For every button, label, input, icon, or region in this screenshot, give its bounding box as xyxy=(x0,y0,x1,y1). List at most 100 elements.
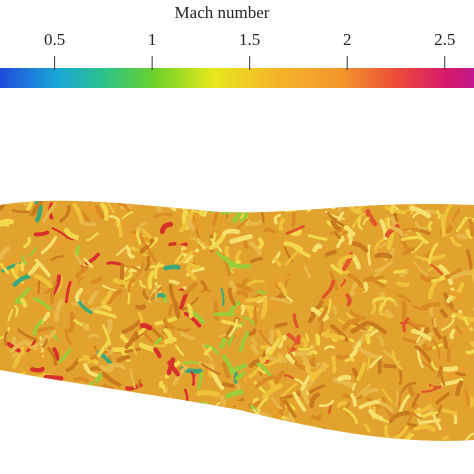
vortex-tube xyxy=(54,298,65,323)
vortex-tube xyxy=(407,319,426,328)
vortex-tube xyxy=(401,381,417,393)
vortex-tube xyxy=(144,407,158,420)
vortex-tube xyxy=(13,444,18,452)
vortex-tube xyxy=(270,402,282,420)
vortex-tube xyxy=(139,322,153,331)
vortex-tube xyxy=(117,403,133,418)
vortex-tube xyxy=(12,273,34,287)
vortex-tube xyxy=(389,225,403,234)
vortex-tube xyxy=(172,420,182,434)
vortex-tube xyxy=(388,410,411,424)
vortex-tube xyxy=(95,392,106,401)
vortex-tube xyxy=(350,393,357,407)
vortex-tube xyxy=(368,408,384,421)
vortex-tube xyxy=(168,279,187,290)
vortex-tube xyxy=(464,388,470,406)
vortex-tube xyxy=(305,332,310,342)
vortex-tube xyxy=(189,236,209,248)
vortex-tube xyxy=(416,424,436,432)
vortex-tube xyxy=(443,300,459,313)
vortex-tube xyxy=(147,418,159,426)
vortex-tube xyxy=(424,391,440,402)
vortex-tube xyxy=(3,331,9,347)
vortex-tube xyxy=(365,208,378,227)
vortex-tube xyxy=(228,318,239,338)
vortex-tube xyxy=(138,419,154,437)
vortex-tube xyxy=(329,270,339,291)
vortex-tube xyxy=(21,254,28,265)
vortex-tube xyxy=(421,253,446,262)
vortex-tube xyxy=(181,361,199,365)
vortex-tube xyxy=(277,353,288,364)
vortex-tube xyxy=(266,353,284,364)
vortex-tube xyxy=(7,433,29,441)
vortex-tube xyxy=(23,236,32,249)
vortex-tube xyxy=(219,337,227,349)
vortex-tube xyxy=(76,428,99,440)
vortex-tube xyxy=(410,325,428,331)
vortex-tube xyxy=(336,254,354,267)
vortex-tube xyxy=(350,253,362,270)
vortex-tube xyxy=(182,248,200,264)
vortex-tube xyxy=(407,403,419,423)
vortex-tube xyxy=(283,374,294,379)
vortex-tube xyxy=(42,202,57,223)
vortex-tube xyxy=(267,302,278,311)
vortex-tube xyxy=(278,218,286,231)
vortex-tube xyxy=(67,311,76,334)
vortex-tube xyxy=(221,319,243,328)
vortex-tube xyxy=(321,298,347,305)
vortex-tube xyxy=(35,325,55,333)
vortex-tube xyxy=(80,200,92,203)
vortex-tube xyxy=(139,238,155,254)
vortex-tube xyxy=(135,251,154,264)
vortex-tube xyxy=(29,274,38,295)
vortex-tube xyxy=(36,280,41,295)
vortex-tube xyxy=(159,221,174,234)
vortex-tube xyxy=(283,241,304,252)
vortex-tube xyxy=(453,324,472,338)
vortex-tube xyxy=(123,421,136,428)
vortex-tube xyxy=(288,351,296,363)
vortex-tube xyxy=(0,426,6,435)
vortex-tube xyxy=(142,289,150,300)
vortex-tube xyxy=(190,415,198,425)
vortex-tube xyxy=(352,333,368,350)
vortex-tube xyxy=(260,201,278,207)
vortex-tube xyxy=(465,349,474,355)
vortex-tube xyxy=(355,383,372,398)
vortex-tube xyxy=(355,349,364,361)
vortex-tube xyxy=(142,402,154,409)
vortex-tube xyxy=(63,227,80,240)
vortex-tube xyxy=(107,362,126,370)
vortex-tube xyxy=(248,352,263,361)
vortex-tube xyxy=(429,306,434,317)
flow-visualization xyxy=(0,200,474,452)
vortex-tube xyxy=(325,202,336,210)
vortex-tube xyxy=(177,250,194,265)
vortex-tube xyxy=(240,304,246,316)
vortex-tube xyxy=(282,339,288,353)
vortex-tube xyxy=(324,345,336,350)
vortex-tube xyxy=(192,403,199,417)
vortex-tube xyxy=(108,214,121,222)
vortex-tube xyxy=(280,382,298,398)
vortex-tube xyxy=(200,427,208,441)
vortex-tube xyxy=(52,347,60,361)
vortex-tube xyxy=(99,364,115,373)
vortex-tube xyxy=(448,365,462,375)
vortex-tube xyxy=(34,204,43,223)
vortex-tube xyxy=(405,433,415,441)
vortex-tube xyxy=(449,329,456,340)
vortex-tube xyxy=(291,210,296,227)
vortex-tube xyxy=(260,296,268,319)
vortex-tube xyxy=(269,296,293,305)
vortex-tube xyxy=(150,417,160,428)
vortex-tube xyxy=(393,425,409,440)
vortex-tube xyxy=(244,295,263,303)
vortex-tube xyxy=(189,420,208,436)
vortex-tube xyxy=(33,273,53,289)
vortex-tube xyxy=(246,328,257,336)
vortex-tube xyxy=(235,443,243,444)
vortex-tube xyxy=(179,331,196,341)
